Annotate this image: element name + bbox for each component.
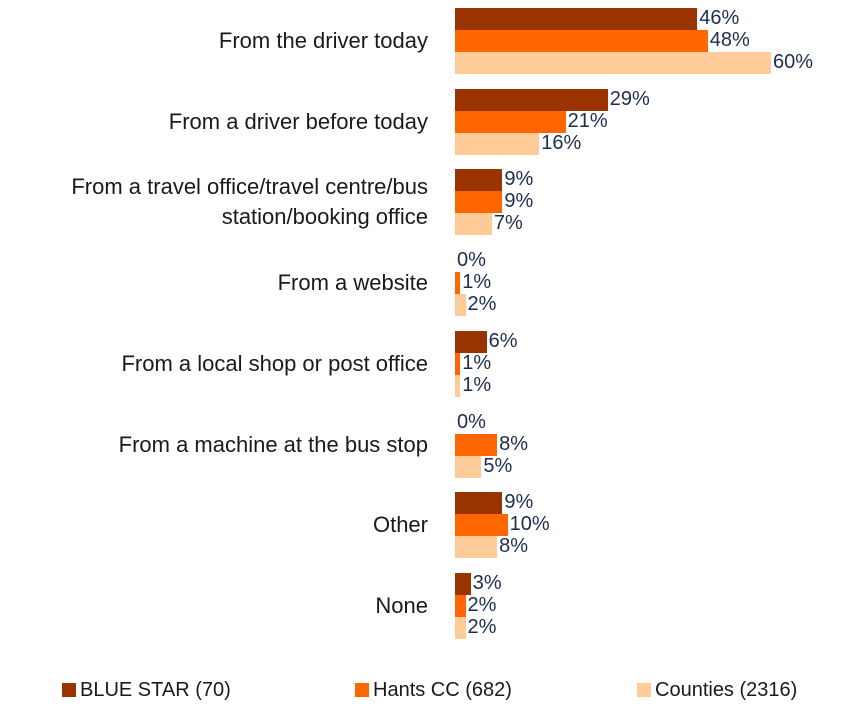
bar	[455, 572, 471, 595]
category-label: None	[375, 592, 428, 618]
data-label: 0%	[457, 410, 486, 433]
bar	[455, 52, 771, 74]
legend-label: BLUE STAR (70)	[80, 679, 231, 701]
data-label: 8%	[499, 535, 529, 558]
bar	[455, 132, 540, 155]
category-label: From a driver before today	[168, 108, 428, 134]
legend-swatch	[637, 683, 651, 697]
bar	[455, 88, 608, 111]
bar	[455, 594, 466, 617]
legend-label: Hants CC (682)	[373, 679, 512, 701]
bar	[455, 492, 503, 515]
data-label: 46%	[699, 7, 740, 29]
category-label: From a machine at the bus stop	[118, 431, 428, 457]
bar	[455, 514, 508, 537]
data-label: 3%	[472, 571, 502, 594]
data-label: 9%	[504, 190, 534, 213]
data-label: 60%	[773, 51, 814, 73]
bar	[455, 213, 492, 236]
legend-swatch	[355, 683, 369, 697]
bar	[455, 294, 466, 317]
bar	[455, 433, 498, 456]
data-label: 2%	[467, 293, 497, 316]
bar	[455, 374, 461, 397]
bar	[455, 455, 482, 478]
bar	[455, 352, 461, 375]
bar	[455, 616, 466, 639]
data-label: 5%	[483, 454, 513, 477]
bar	[455, 191, 503, 214]
data-label: 8%	[499, 432, 529, 455]
bar	[455, 536, 498, 559]
data-label: 29%	[609, 87, 650, 110]
bar	[455, 30, 708, 52]
data-label: 2%	[467, 593, 497, 616]
category-label: From the driver today	[218, 28, 428, 53]
data-label: 6%	[488, 329, 518, 352]
category-label: From a local shop or post office	[121, 350, 428, 376]
data-label: 7%	[493, 212, 523, 235]
data-label: 9%	[504, 168, 534, 191]
data-label: 0%	[457, 249, 486, 272]
data-label: 1%	[462, 373, 492, 396]
data-label: 16%	[541, 131, 582, 154]
data-label: 1%	[462, 271, 492, 294]
data-label: 10%	[509, 513, 550, 536]
bar	[455, 330, 487, 353]
data-label: 9%	[504, 491, 534, 514]
bar	[455, 272, 461, 295]
data-label: 1%	[462, 351, 492, 374]
legend-label: Counties (2316)	[655, 679, 798, 701]
bar	[455, 8, 698, 30]
category-label: Other	[372, 512, 428, 538]
legend-swatch	[62, 683, 76, 697]
data-label: 21%	[567, 109, 608, 132]
data-label: 48%	[709, 29, 750, 51]
category-label: From a travel office/travel centre/bus s…	[71, 174, 428, 230]
bar	[455, 169, 503, 192]
data-label: 2%	[467, 615, 497, 638]
category-label: From a website	[277, 270, 428, 296]
bar	[455, 110, 566, 133]
